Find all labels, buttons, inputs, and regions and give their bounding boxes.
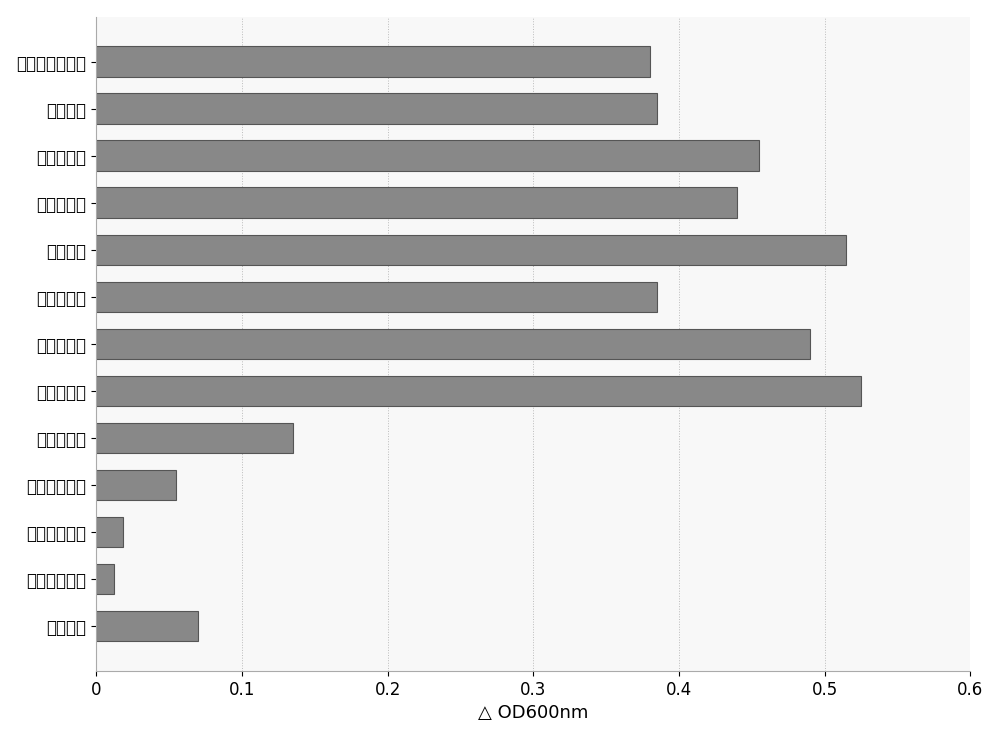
Bar bbox=[96, 517, 123, 548]
Bar bbox=[96, 329, 810, 359]
Bar bbox=[96, 188, 737, 218]
Bar bbox=[96, 610, 198, 641]
Bar bbox=[96, 564, 114, 594]
Bar bbox=[96, 470, 176, 500]
Bar bbox=[96, 47, 650, 77]
Bar bbox=[96, 282, 657, 312]
Bar bbox=[96, 375, 861, 406]
Bar bbox=[96, 140, 759, 171]
Bar bbox=[96, 423, 293, 453]
Bar bbox=[96, 234, 846, 265]
Bar bbox=[96, 93, 657, 124]
X-axis label: △ OD600nm: △ OD600nm bbox=[478, 704, 588, 722]
